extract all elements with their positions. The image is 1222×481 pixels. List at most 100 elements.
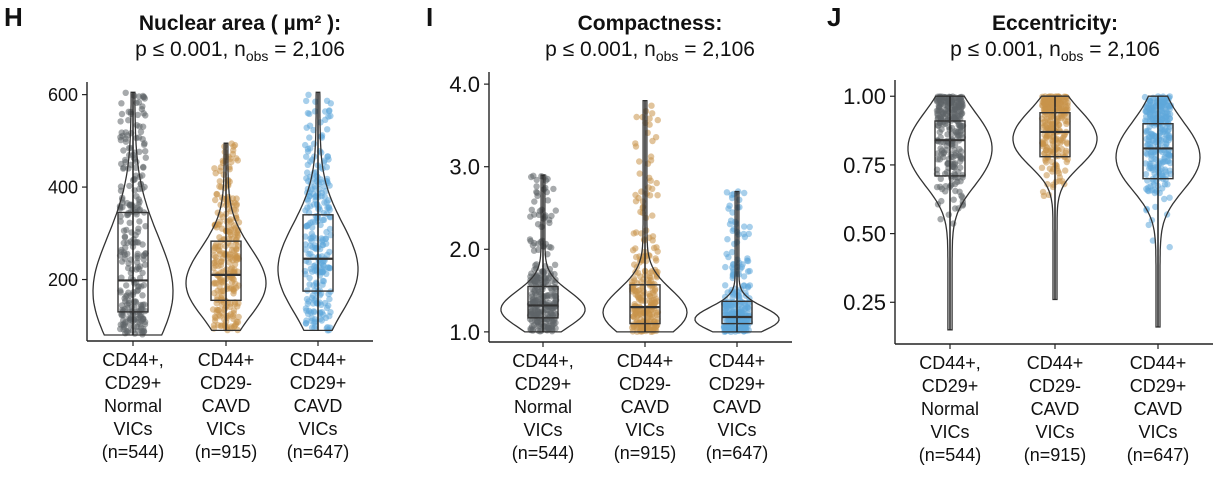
data-point	[1059, 137, 1066, 144]
data-point	[142, 250, 149, 257]
data-point	[139, 269, 146, 277]
violin-outline	[1115, 95, 1201, 328]
data-point	[958, 110, 965, 118]
x-category-label: CD44+, CD29+ Normal VICs (n=544)	[78, 349, 188, 464]
data-point	[728, 248, 736, 256]
data-point	[128, 201, 136, 209]
data-point	[654, 192, 661, 199]
data-point	[326, 324, 334, 331]
data-point	[546, 317, 553, 325]
data-point	[312, 98, 319, 105]
data-point	[216, 183, 223, 190]
data-point	[123, 226, 130, 234]
violin-outline	[694, 190, 780, 333]
data-point	[1166, 243, 1173, 251]
data-point	[231, 261, 239, 268]
data-point	[729, 227, 736, 234]
data-point	[135, 307, 143, 315]
iqr-box	[210, 240, 242, 302]
data-point	[634, 292, 641, 299]
data-point	[1043, 121, 1050, 129]
data-point	[1164, 131, 1171, 138]
x-category-label: CD44+ CD29+ CAVD VICs (n=647)	[1103, 352, 1213, 467]
x-category-label: CD44+ CD29+ CAVD VICs (n=647)	[263, 349, 373, 464]
data-point	[142, 154, 149, 161]
data-point	[552, 319, 559, 326]
data-point	[225, 153, 232, 160]
data-point	[326, 107, 333, 114]
data-point	[307, 219, 314, 226]
n-obs-text: = 2,106	[268, 38, 345, 61]
data-point	[532, 262, 539, 269]
violin-group-3	[1115, 93, 1201, 328]
iqr-box	[934, 120, 966, 177]
data-point	[122, 89, 129, 97]
panel-i: I Compactness: p ≤ 0.001, nobs = 2,106 1…	[410, 0, 810, 481]
data-point	[325, 290, 332, 298]
data-point	[139, 136, 146, 143]
data-point	[955, 95, 962, 103]
data-point	[117, 287, 124, 294]
x-category-line: CD29+	[1129, 376, 1187, 396]
x-category-line: CD44+	[1129, 353, 1187, 373]
data-point	[726, 323, 733, 330]
data-point	[234, 303, 241, 310]
data-point	[631, 277, 638, 284]
data-point	[1062, 167, 1069, 174]
data-point	[320, 278, 327, 285]
data-point	[140, 94, 147, 101]
data-point	[223, 323, 231, 330]
data-point	[534, 307, 542, 315]
x-category-line: CD44+	[616, 351, 674, 371]
data-point	[528, 206, 535, 213]
data-point	[653, 298, 661, 305]
iqr-box	[302, 214, 334, 292]
data-point	[227, 227, 235, 234]
data-point	[541, 322, 548, 330]
data-point	[324, 153, 331, 160]
data-point	[734, 327, 742, 334]
x-category-line: CD44+,	[102, 350, 164, 370]
data-point	[542, 240, 550, 248]
panel-label: H	[4, 2, 23, 32]
data-point	[212, 170, 219, 177]
data-point	[630, 313, 637, 320]
data-point	[1166, 105, 1174, 113]
x-category-line: CAVD	[201, 396, 251, 416]
data-point	[307, 235, 314, 242]
data-point	[1044, 132, 1051, 139]
panel-h: H Nuclear area ( µm² ): p ≤ 0.001, nobs …	[0, 0, 400, 481]
x-category-line: CAVD	[1030, 399, 1080, 419]
data-point	[652, 255, 659, 262]
data-point	[323, 97, 331, 105]
data-point	[118, 246, 125, 254]
data-point	[213, 191, 221, 198]
data-point	[1157, 158, 1164, 165]
data-point	[542, 275, 550, 282]
data-point	[139, 292, 146, 299]
data-point	[140, 164, 147, 171]
violin-outline	[907, 95, 993, 331]
data-point	[651, 291, 658, 299]
data-point	[949, 160, 957, 167]
data-point	[1150, 181, 1158, 188]
p-value-text: p ≤ 0.001, n	[545, 38, 656, 61]
x-category-line: VICs	[523, 420, 563, 440]
x-category-line: CAVD	[1133, 399, 1183, 419]
data-point	[530, 247, 538, 254]
violin-outline	[500, 174, 586, 333]
data-point	[324, 126, 331, 133]
data-point	[117, 213, 124, 220]
x-category-line: VICs	[930, 422, 970, 442]
data-point	[531, 211, 538, 218]
n-obs-text: = 2,106	[1083, 38, 1160, 61]
data-point	[545, 282, 552, 289]
data-point	[1044, 181, 1051, 188]
data-point	[124, 301, 131, 308]
data-point	[118, 274, 125, 281]
data-point	[647, 157, 655, 164]
data-point	[722, 263, 729, 271]
x-category-line: (n=915)	[194, 442, 258, 462]
data-point	[138, 106, 146, 113]
data-point	[217, 164, 225, 171]
